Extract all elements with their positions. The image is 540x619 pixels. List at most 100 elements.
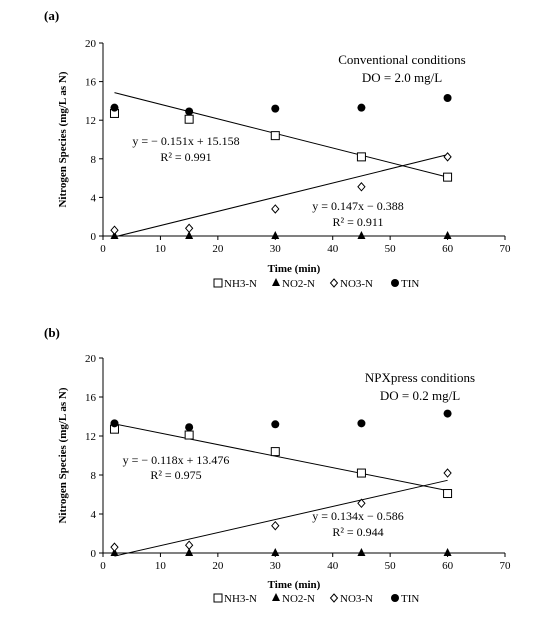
x-tick-label: 50 <box>385 243 397 255</box>
x-tick-label: 0 <box>100 560 106 572</box>
data-point-nh3-n <box>270 131 280 141</box>
legend-entry: NO2-N <box>282 593 315 605</box>
data-point-no3-n <box>110 225 119 235</box>
x-tick-label: 40 <box>327 560 339 572</box>
data-point-tin <box>271 104 280 113</box>
condition-subtitle: DO = 0.2 mg/L <box>380 388 460 403</box>
y-tick-label: 20 <box>85 38 97 50</box>
data-point-no2-n <box>357 231 366 239</box>
y-tick-label: 4 <box>91 192 97 204</box>
condition-title: Conventional conditions <box>338 52 465 67</box>
y-tick-label: 0 <box>91 548 97 560</box>
trendline-r2: R² = 0.975 <box>150 468 201 482</box>
data-point-no2-n <box>110 231 119 239</box>
data-point-no2-n <box>357 548 366 556</box>
data-point-no3-n <box>443 152 452 162</box>
data-point-no3-n <box>184 223 194 234</box>
y-tick-label: 20 <box>85 353 97 365</box>
trendline-equation: y = 0.134x − 0.586 <box>312 509 404 523</box>
data-point-nh3-n <box>184 114 194 124</box>
y-tick-label: 16 <box>85 392 97 404</box>
x-tick-label: 10 <box>155 243 167 255</box>
legend-marker <box>329 278 339 288</box>
legend-marker <box>272 593 280 601</box>
trendline <box>114 92 448 178</box>
trendline <box>114 423 448 492</box>
y-tick-label: 0 <box>91 231 97 243</box>
legend-marker <box>213 278 223 288</box>
data-point-no2-n <box>443 231 452 239</box>
data-point-tin <box>185 423 194 432</box>
y-axis-title: Nitrogen Species (mg/L as N) <box>57 71 69 207</box>
y-tick-label: 4 <box>91 509 97 521</box>
data-point-nh3-n <box>443 172 453 182</box>
x-tick-label: 30 <box>270 560 282 572</box>
trendline-equation: y = − 0.151x + 15.158 <box>132 134 239 148</box>
data-point-no3-n <box>443 468 452 478</box>
data-point-nh3-n <box>443 489 453 499</box>
data-point-tin <box>357 419 366 428</box>
legend-entry: TIN <box>401 593 419 605</box>
data-point-no2-n <box>185 231 194 239</box>
data-point-tin <box>110 419 119 428</box>
y-tick-label: 12 <box>85 115 96 127</box>
legend-entry: NH3-N <box>224 278 257 290</box>
trendline-r2: R² = 0.911 <box>333 215 384 229</box>
data-point-no2-n <box>271 231 280 239</box>
legend-entry: NO3-N <box>340 278 373 290</box>
x-tick-label: 70 <box>500 560 512 572</box>
legend-marker <box>213 593 223 603</box>
data-point-no3-n <box>184 540 194 550</box>
data-point-no3-n <box>110 542 119 552</box>
data-point-tin <box>185 107 194 116</box>
legend-marker <box>391 594 399 602</box>
y-axis-title: Nitrogen Species (mg/L as N) <box>57 387 69 523</box>
x-tick-label: 50 <box>385 560 397 572</box>
trendline-equation: y = − 0.118x + 13.476 <box>123 453 230 467</box>
x-tick-label: 60 <box>442 560 454 572</box>
data-point-nh3-n <box>270 447 280 457</box>
legend-marker <box>272 278 280 286</box>
data-point-no3-n <box>271 520 280 531</box>
y-tick-label: 16 <box>85 77 97 89</box>
data-point-tin <box>443 409 452 418</box>
x-tick-label: 20 <box>212 560 224 572</box>
x-tick-label: 30 <box>270 243 282 255</box>
x-tick-label: 70 <box>500 243 512 255</box>
data-point-nh3-n <box>356 152 366 162</box>
x-tick-label: 10 <box>155 560 167 572</box>
data-point-no3-n <box>271 204 280 214</box>
panel-label: (b) <box>44 325 60 340</box>
data-point-no3-n <box>357 498 366 509</box>
trendline-equation: y = 0.147x − 0.388 <box>312 199 404 213</box>
legend-marker <box>391 279 399 287</box>
condition-subtitle: DO = 2.0 mg/L <box>362 70 442 85</box>
panel-label: (a) <box>44 8 59 23</box>
data-point-no2-n <box>443 548 452 556</box>
trendline <box>114 479 448 557</box>
data-point-tin <box>110 103 119 112</box>
y-tick-label: 8 <box>91 154 97 166</box>
x-tick-label: 60 <box>442 243 454 255</box>
y-tick-label: 8 <box>91 470 97 482</box>
data-point-no2-n <box>185 548 194 556</box>
legend-entry: NO2-N <box>282 278 315 290</box>
data-point-no2-n <box>271 548 280 556</box>
x-tick-label: 0 <box>100 243 106 255</box>
data-point-tin <box>271 420 280 429</box>
legend-entry: TIN <box>401 278 419 290</box>
data-point-nh3-n <box>184 430 194 440</box>
data-point-tin <box>443 94 452 103</box>
x-tick-label: 40 <box>327 243 339 255</box>
data-point-tin <box>357 103 366 112</box>
trendline <box>114 154 448 238</box>
trendline-r2: R² = 0.944 <box>332 525 383 539</box>
trendline-r2: R² = 0.991 <box>160 150 211 164</box>
x-tick-label: 20 <box>212 243 224 255</box>
y-tick-label: 12 <box>85 431 96 443</box>
data-point-no2-n <box>110 548 119 556</box>
condition-title: NPXpress conditions <box>365 370 475 385</box>
data-point-nh3-n <box>356 468 366 478</box>
legend-entry: NH3-N <box>224 593 257 605</box>
